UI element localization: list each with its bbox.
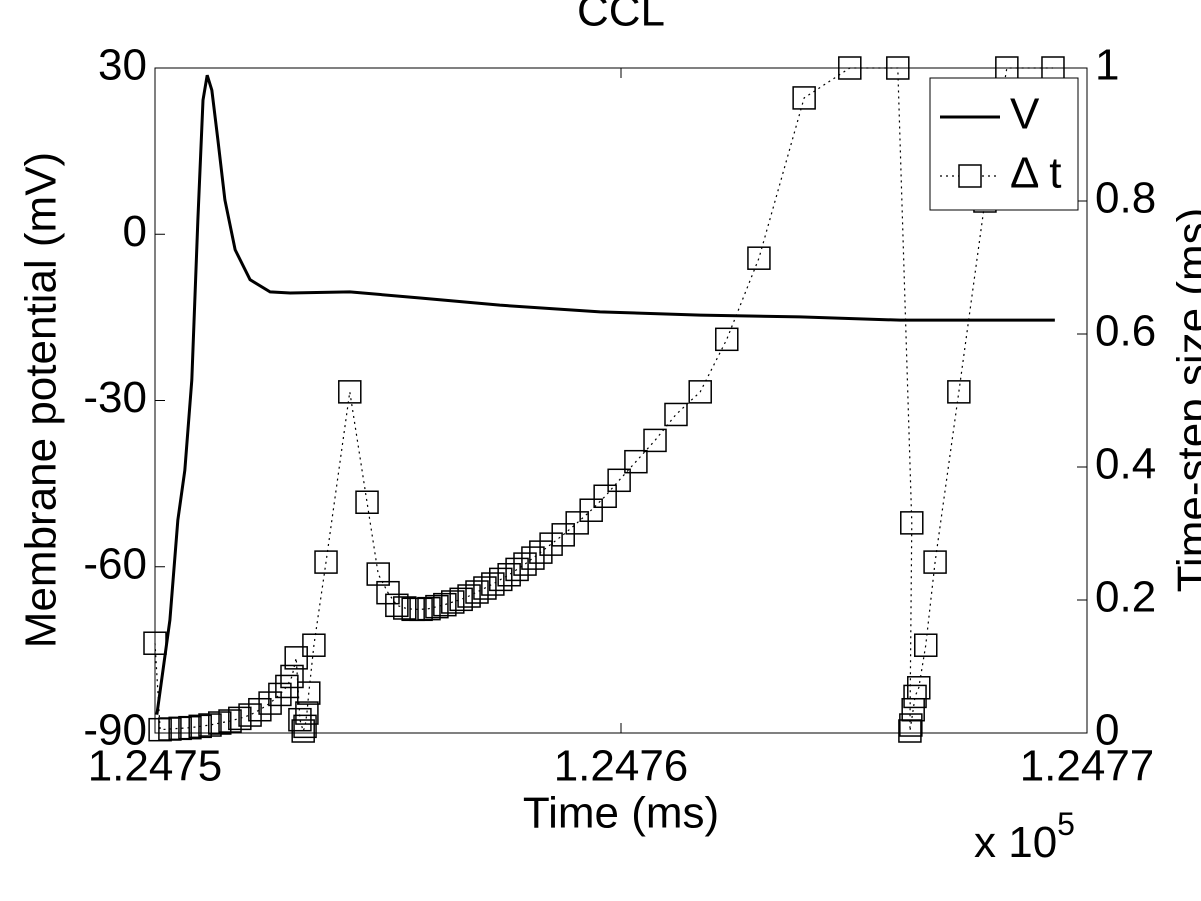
square-marker [593, 484, 617, 509]
square-marker [607, 468, 631, 493]
square-marker [539, 532, 563, 556]
square-marker [291, 719, 315, 743]
square-marker [198, 713, 222, 737]
square-marker [280, 664, 304, 689]
square-marker [268, 682, 292, 707]
square-marker [903, 684, 927, 709]
square-marker [188, 714, 212, 739]
y2-tick-label: 0.6 [1095, 307, 1156, 356]
y2-tick-label: 0 [1095, 706, 1119, 755]
square-marker [143, 631, 167, 655]
square-marker [643, 428, 667, 453]
square-marker [792, 86, 816, 110]
legend-box [929, 77, 1079, 211]
y-tick-label: -60 [83, 539, 147, 588]
square-marker [393, 596, 417, 620]
square-marker [551, 523, 575, 547]
square-marker [302, 633, 326, 657]
y-tick-label: -90 [83, 706, 147, 755]
x-tick-label: 1.2476 [554, 742, 689, 791]
x-multiplier-exponent: 5 [1057, 806, 1075, 842]
chart-title: CCL [577, 0, 665, 36]
square-marker [907, 676, 931, 700]
square-marker [355, 490, 379, 514]
square-marker [715, 327, 739, 352]
x-tick-label: 1.2475 [88, 742, 223, 791]
square-marker [433, 592, 457, 617]
square-marker [295, 701, 319, 725]
square-marker [441, 590, 465, 614]
square-marker [338, 380, 362, 404]
y-tick-label: 0 [123, 207, 147, 256]
square-marker [900, 511, 924, 535]
y2-tick-label: 0.4 [1095, 440, 1156, 489]
square-marker [465, 580, 489, 604]
square-marker [258, 691, 282, 715]
square-marker [457, 584, 481, 608]
legend-marker [958, 164, 982, 188]
x-tick-label: 1.2477 [1020, 742, 1155, 791]
square-marker [385, 593, 409, 618]
square-marker [376, 580, 400, 605]
square-marker [747, 246, 771, 270]
y2-tick-label: 0.8 [1095, 174, 1156, 223]
square-marker [417, 596, 441, 621]
square-marker [513, 552, 537, 576]
square-marker [521, 546, 545, 570]
x-multiplier: x 105 [974, 806, 1075, 866]
square-marker [923, 550, 947, 574]
square-marker [218, 709, 242, 733]
square-marker [314, 550, 338, 574]
y2-tick-label: 1 [1095, 41, 1119, 90]
series-line [155, 74, 1055, 715]
square-marker [489, 567, 513, 592]
square-marker [473, 576, 497, 600]
square-marker [838, 56, 862, 80]
square-marker [565, 511, 589, 535]
y2-axis-label: Time-step size (ms) [1169, 208, 1201, 593]
x-axis-label: Time (ms) [523, 789, 719, 838]
square-marker [238, 703, 262, 727]
square-marker [481, 572, 505, 596]
legend-label: V [1010, 90, 1040, 139]
x-multiplier-base: x 10 [974, 818, 1057, 867]
y2-tick-label: 0.2 [1095, 573, 1156, 622]
square-marker [947, 380, 971, 404]
square-marker [425, 594, 449, 619]
square-marker [914, 633, 938, 657]
square-marker [284, 646, 308, 670]
y-tick-label: 30 [98, 41, 147, 90]
square-marker [297, 681, 321, 705]
square-marker [624, 449, 648, 474]
square-marker [886, 56, 910, 80]
square-marker [664, 402, 688, 427]
y-axis-label: Membrane potential (mV) [17, 152, 66, 648]
square-marker [688, 380, 712, 404]
square-marker [579, 498, 603, 522]
square-marker [449, 587, 473, 612]
square-marker [366, 562, 390, 586]
square-marker [899, 713, 923, 737]
y-tick-label: -30 [83, 373, 147, 422]
square-marker [293, 714, 317, 739]
legend-label: Δ t [1010, 149, 1061, 198]
